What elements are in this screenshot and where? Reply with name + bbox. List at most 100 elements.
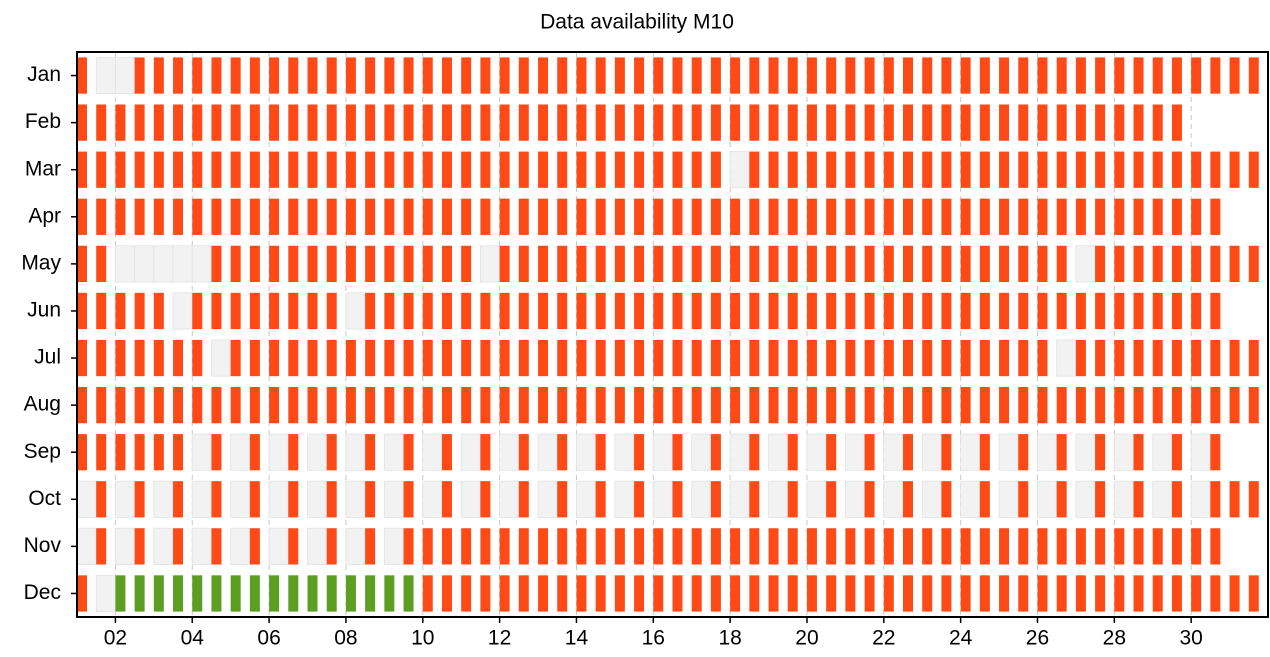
missing-slot — [230, 433, 251, 471]
available-slot — [1229, 575, 1240, 612]
available-slot — [249, 198, 260, 235]
available-slot — [845, 104, 856, 141]
available-slot — [653, 245, 664, 283]
available-slot — [960, 528, 971, 565]
available-slot — [557, 434, 568, 471]
available-slot — [1114, 104, 1125, 141]
available-slot — [230, 575, 241, 612]
available-slot — [576, 198, 587, 235]
available-slot — [672, 434, 683, 471]
available-slot — [960, 245, 971, 283]
available-slot — [1018, 57, 1029, 94]
available-slot — [634, 104, 645, 141]
available-slot — [845, 198, 856, 235]
x-tick-label: 02 — [104, 627, 127, 650]
available-slot — [1075, 528, 1086, 565]
available-slot — [249, 339, 260, 377]
available-slot — [941, 151, 952, 188]
available-slot — [672, 104, 683, 141]
available-slot — [1133, 481, 1144, 518]
available-slot — [1095, 104, 1106, 141]
available-slot — [960, 386, 971, 424]
available-slot — [730, 245, 741, 283]
available-slot — [634, 57, 645, 94]
available-slot — [134, 434, 145, 471]
available-slot — [710, 386, 721, 424]
available-slot — [672, 292, 683, 330]
available-slot — [288, 386, 299, 424]
available-slot — [345, 245, 356, 283]
available-slot — [903, 481, 914, 518]
y-tick-label: Nov — [24, 534, 62, 557]
available-slot — [480, 528, 491, 565]
available-slot — [1152, 57, 1163, 94]
missing-slot — [383, 480, 404, 518]
available-slot — [576, 292, 587, 330]
available-slot — [903, 528, 914, 565]
available-slot — [461, 386, 472, 424]
missing-slot — [844, 433, 865, 471]
available-slot — [614, 198, 625, 235]
missing-slot — [499, 480, 520, 518]
available-slot — [999, 57, 1010, 94]
available-slot — [864, 386, 875, 424]
available-slot — [1152, 198, 1163, 235]
available-slot — [173, 339, 184, 377]
plot-frame — [76, 51, 1269, 618]
available-slot — [826, 198, 837, 235]
available-slot — [1056, 481, 1067, 518]
available-slot — [269, 292, 280, 330]
missing-slot — [172, 292, 193, 330]
available-slot — [979, 434, 990, 471]
available-slot — [1037, 575, 1048, 612]
available-slot — [326, 245, 337, 283]
available-slot — [77, 575, 87, 612]
available-slot — [1018, 151, 1029, 188]
missing-slot — [191, 480, 212, 518]
available-slot — [826, 528, 837, 565]
available-slot — [653, 575, 664, 612]
available-slot — [134, 57, 145, 94]
missing-slot — [172, 245, 193, 283]
available-slot — [173, 528, 184, 565]
available-slot — [77, 245, 87, 283]
available-slot — [441, 434, 452, 471]
available-slot — [77, 386, 87, 424]
available-slot — [269, 575, 280, 612]
available-slot — [365, 386, 376, 424]
available-slot — [787, 292, 798, 330]
available-slot — [960, 339, 971, 377]
available-slot — [1037, 104, 1048, 141]
missing-slot — [499, 433, 520, 471]
x-tick-label: 12 — [488, 627, 511, 650]
available-slot — [1037, 57, 1048, 94]
available-slot — [1229, 57, 1240, 94]
available-slot — [384, 104, 395, 141]
available-slot — [1037, 198, 1048, 235]
available-slot — [461, 57, 472, 94]
available-slot — [538, 57, 549, 94]
available-slot — [787, 151, 798, 188]
available-slot — [941, 198, 952, 235]
missing-slot — [211, 339, 232, 377]
available-slot — [307, 245, 318, 283]
available-slot — [883, 198, 894, 235]
available-slot — [749, 198, 760, 235]
missing-slot — [345, 292, 366, 330]
available-slot — [422, 245, 433, 283]
available-slot — [365, 104, 376, 141]
available-slot — [422, 575, 433, 612]
available-slot — [614, 575, 625, 612]
available-slot — [1171, 292, 1182, 330]
available-slot — [999, 104, 1010, 141]
available-slot — [710, 481, 721, 518]
available-slot — [941, 292, 952, 330]
available-slot — [403, 292, 414, 330]
available-slot — [595, 481, 606, 518]
available-slot — [960, 57, 971, 94]
available-slot — [787, 528, 798, 565]
available-slot — [941, 57, 952, 94]
y-tick-label: Dec — [24, 581, 61, 604]
available-slot — [806, 575, 817, 612]
x-tick-label: 04 — [181, 627, 205, 650]
